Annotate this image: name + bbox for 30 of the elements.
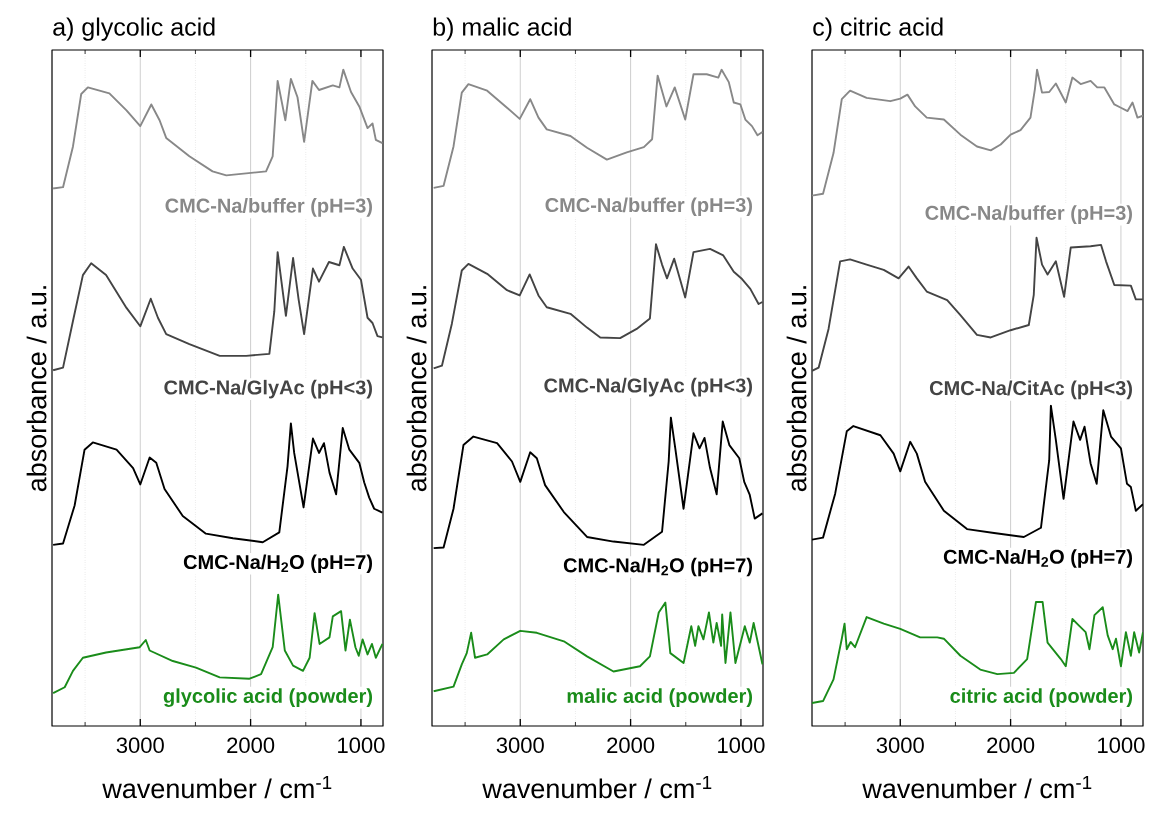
y-axis-title: absorbance / a.u.: [406, 286, 427, 492]
text: CMC-Na/CitAc (pH<3): [929, 380, 1132, 400]
series-label: glycolic acid (powder): [163, 688, 373, 708]
x-axis-title: wavenumber / cm$^{-1}$: [482, 775, 712, 799]
x-axis-title: wavenumber / cm$^{-1}$: [102, 775, 332, 799]
series-label: CMC-Na/buffer (pH=3): [165, 198, 372, 217]
x-tick-label: 1000: [1098, 737, 1145, 754]
x-tick-label: 2000: [987, 737, 1035, 754]
x-tick-label: 2000: [607, 737, 655, 754]
x-tick-label: 3000: [496, 737, 544, 754]
series-label: CMC-Na/H$_{2}$O (pH=7): [563, 557, 753, 577]
text: CMC-Na/buffer (pH=3): [925, 205, 1132, 224]
chart-title: b) malic acid: [433, 17, 571, 41]
x-tick-label: 1000: [338, 737, 385, 754]
x-tick-label: 3000: [876, 737, 924, 754]
x-tick-label: 1000: [718, 737, 765, 754]
series-label: malic acid (powder): [567, 688, 753, 707]
chart-title: c) citric acid: [813, 17, 943, 41]
x-tick-label: 2000: [227, 737, 275, 754]
x-tick-label: 3000: [116, 737, 164, 754]
text: CMC-Na/GlyAc (pH<3): [544, 377, 752, 397]
series-label: citric acid (powder): [950, 688, 1133, 707]
series-label: CMC-Na/H$_{2}$O (pH=7): [183, 554, 373, 574]
y-axis-title: absorbance / a.u.: [26, 286, 47, 492]
series-label: CMC-Na/H$_{2}$O (pH=7): [943, 549, 1133, 568]
text: CMC-Na/buffer (pH=3): [545, 197, 752, 217]
y-axis-title: absorbance / a.u.: [786, 286, 807, 492]
chart-title: a) glycolic acid: [53, 17, 215, 41]
series-label: CMC-Na/GlyAc (pH<3): [164, 379, 372, 399]
x-axis-title: wavenumber / cm$^{-1}$: [862, 775, 1092, 799]
